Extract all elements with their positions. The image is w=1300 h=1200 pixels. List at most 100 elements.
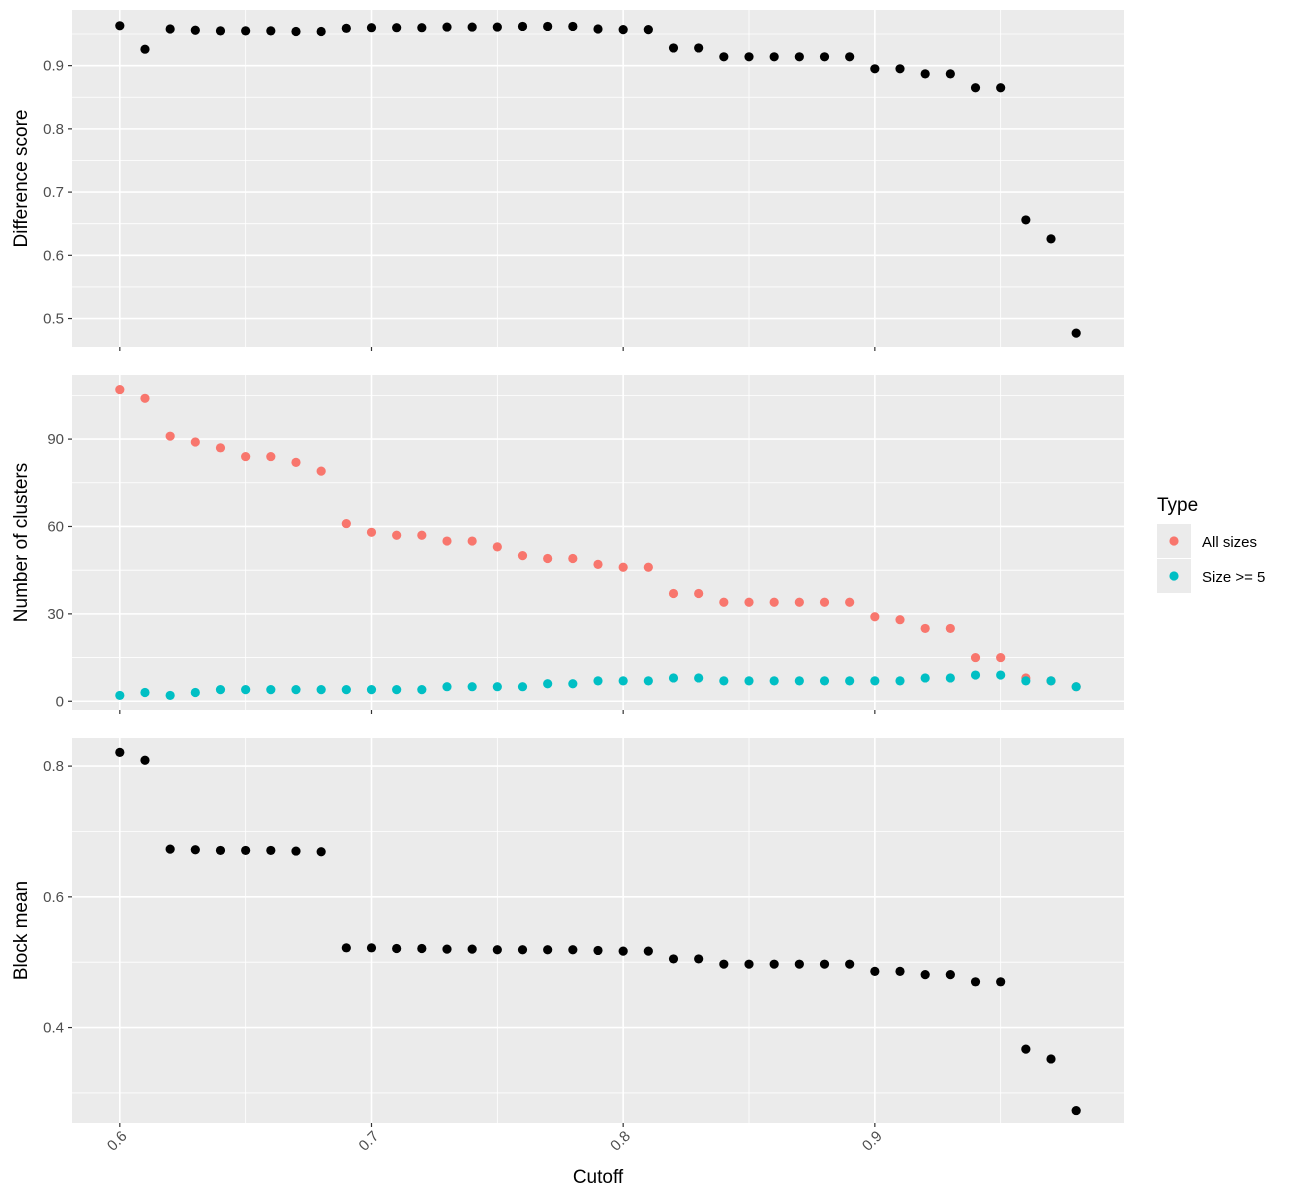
x-tick-label: 0.8 (607, 1128, 634, 1155)
data-point (970, 83, 981, 93)
data-point (643, 562, 653, 572)
data-point (618, 562, 628, 572)
data-point (694, 954, 704, 964)
data-point (241, 685, 251, 695)
panel-2: 0 30 60 90 Number of clusters (11, 375, 1124, 714)
data-point (719, 676, 729, 686)
data-point (366, 527, 377, 537)
data-point (845, 597, 855, 607)
data-point (769, 959, 779, 969)
data-point (945, 673, 955, 683)
data-point (643, 25, 653, 35)
data-point (392, 530, 402, 540)
series-size-5 (115, 670, 1081, 701)
data-point (140, 44, 150, 54)
data-point (392, 23, 402, 33)
data-point (341, 685, 351, 695)
data-point (266, 685, 276, 695)
data-point (492, 22, 502, 32)
data-point (593, 945, 603, 956)
y-tick-label: 60 (47, 518, 64, 535)
data-point (694, 588, 704, 599)
data-point (266, 26, 276, 36)
data-point (215, 845, 226, 856)
data-point (442, 944, 452, 954)
data-point (241, 26, 251, 36)
data-point (819, 959, 830, 969)
data-point (517, 551, 528, 561)
data-point (417, 943, 427, 954)
data-point (920, 69, 930, 79)
data-point (719, 959, 729, 969)
legend-title: Type (1157, 495, 1198, 516)
data-point (190, 437, 200, 447)
data-point (115, 21, 125, 31)
data-point (392, 685, 402, 695)
y-tick-label: 0.5 (43, 311, 64, 328)
data-point (895, 64, 905, 74)
data-point (895, 615, 905, 625)
legend-label: Size >= 5 (1202, 569, 1265, 586)
data-point (744, 959, 754, 969)
data-point (945, 970, 955, 980)
data-point (291, 846, 301, 856)
data-point (694, 43, 704, 53)
data-point (492, 682, 502, 692)
data-point (668, 588, 679, 599)
x-tick-label: 0.9 (859, 1128, 886, 1155)
data-point (819, 676, 830, 686)
data-point (543, 679, 553, 689)
x-axis: 0.6 0.7 0.8 0.9 (104, 1128, 886, 1155)
data-point (920, 623, 930, 634)
x-tick-label: 0.6 (104, 1128, 131, 1155)
data-point (568, 553, 578, 564)
y-tick-label: 0.7 (43, 184, 64, 201)
legend: Type All sizes Size >= 5 (1157, 495, 1265, 593)
y-tick-label: 0.6 (43, 889, 64, 906)
data-point (870, 966, 880, 976)
data-point (769, 597, 779, 607)
data-point (543, 553, 553, 564)
y-axis-title: Block mean (11, 881, 32, 980)
data-point (165, 431, 175, 441)
data-point (341, 943, 351, 953)
data-point (215, 443, 226, 453)
data-point (1021, 676, 1031, 686)
data-point (1046, 676, 1056, 686)
data-point (1071, 328, 1081, 338)
data-point (316, 847, 326, 857)
data-point (845, 959, 855, 969)
data-point (643, 676, 653, 686)
data-point (215, 26, 226, 36)
y-axis-title: Difference score (11, 110, 32, 248)
data-point (794, 959, 804, 969)
data-point (719, 52, 729, 62)
data-point (694, 673, 704, 683)
data-point (845, 676, 855, 686)
data-point (316, 26, 326, 37)
data-point (517, 682, 528, 692)
y-tick-label: 0.8 (43, 121, 64, 138)
data-point (165, 844, 175, 854)
data-point (467, 22, 477, 32)
data-point (215, 685, 226, 695)
data-point (291, 685, 301, 695)
data-point (241, 451, 251, 462)
data-point (140, 755, 150, 765)
data-point (769, 676, 779, 686)
data-point (543, 21, 553, 32)
data-point (140, 393, 150, 403)
data-point (1071, 682, 1081, 692)
data-point (115, 384, 125, 395)
data-point (769, 52, 779, 62)
data-point (417, 23, 427, 33)
data-point (467, 682, 477, 692)
data-point (920, 673, 930, 683)
data-point (543, 945, 553, 955)
data-point (291, 26, 301, 37)
data-point (920, 970, 930, 980)
data-point (241, 845, 251, 856)
data-point (970, 670, 981, 680)
data-point (1021, 1044, 1031, 1054)
data-point (517, 21, 528, 32)
